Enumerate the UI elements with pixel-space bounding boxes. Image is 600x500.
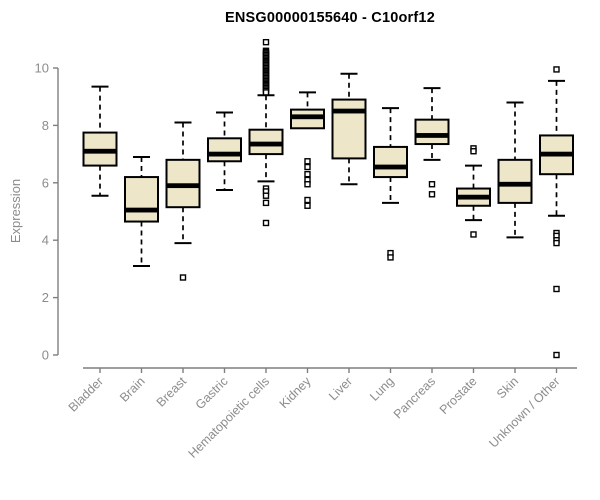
- x-category-label: Kidney: [277, 374, 314, 411]
- box-hematopoietic-cells: [248, 38, 284, 227]
- median-bar: [540, 151, 573, 157]
- x-category-label: Lung: [367, 374, 397, 404]
- iqr-box: [207, 137, 242, 163]
- outlier-point: [553, 66, 560, 73]
- outlier-point: [262, 192, 270, 199]
- x-category-label: Hematopoietic cells: [186, 374, 273, 461]
- x-category-label: Brain: [117, 374, 148, 405]
- outlier-point: [304, 170, 311, 178]
- x-category-label: Pancreas: [391, 374, 438, 421]
- outlier-point: [304, 163, 311, 171]
- median-bar: [374, 164, 407, 170]
- box-skin: [497, 101, 533, 239]
- iqr-box: [331, 98, 367, 160]
- x-category-label: Bladder: [66, 374, 106, 414]
- outlier-point: [262, 89, 270, 96]
- y-tick-label: 0: [42, 348, 49, 363]
- median-bar: [125, 207, 158, 213]
- outlier-point: [179, 274, 187, 281]
- outlier-point: [470, 231, 477, 238]
- iqr-box: [124, 176, 159, 223]
- outlier-point: [553, 239, 560, 247]
- median-bar: [457, 194, 490, 200]
- box-kidney: [290, 91, 325, 209]
- box-gastric: [207, 111, 242, 191]
- iqr-box: [497, 158, 533, 204]
- x-category-label: Gastric: [193, 374, 231, 412]
- box-breast: [165, 121, 201, 281]
- outlier-point: [428, 191, 436, 198]
- outlier-point: [553, 285, 560, 293]
- x-category-label: Liver: [326, 374, 355, 403]
- x-category-label: Unknown / Other: [486, 374, 562, 450]
- outlier-point: [470, 148, 477, 155]
- box-unknown-other: [539, 66, 574, 359]
- y-tick-label: 4: [42, 233, 49, 248]
- x-category-label: Prostate: [437, 374, 480, 417]
- median-bar: [415, 133, 449, 138]
- box-pancreas: [414, 87, 450, 198]
- outlier-point: [304, 196, 311, 204]
- median-bar: [249, 141, 283, 147]
- outlier-point: [262, 199, 270, 207]
- y-tick-label: 10: [35, 61, 49, 76]
- outlier-point: [304, 158, 311, 165]
- x-category-label: Breast: [154, 374, 190, 410]
- y-tick-label: 8: [42, 118, 49, 133]
- outlier-point: [553, 351, 560, 359]
- outlier-point: [304, 202, 311, 209]
- median-bar: [498, 181, 532, 187]
- median-bar: [208, 151, 241, 157]
- box-bladder: [82, 85, 118, 197]
- outlier-point: [428, 181, 436, 188]
- outlier-point: [387, 254, 394, 261]
- box-lung: [373, 107, 408, 261]
- iqr-box: [414, 118, 450, 146]
- y-tick-label: 6: [42, 175, 49, 190]
- outlier-point: [262, 219, 270, 227]
- outlier-point: [262, 38, 270, 46]
- median-bar: [166, 183, 200, 189]
- chart-title: ENSG00000155640 - C10orf12: [225, 10, 435, 26]
- box-brain: [124, 155, 159, 268]
- median-bar: [83, 148, 117, 154]
- box-liver: [331, 72, 367, 186]
- iqr-box: [373, 145, 408, 179]
- median-bar: [332, 108, 366, 114]
- x-category-label: Skin: [494, 374, 521, 401]
- median-bar: [291, 114, 324, 120]
- box-prostate: [456, 145, 491, 238]
- outlier-point: [304, 181, 311, 188]
- y-tick-label: 2: [42, 290, 49, 305]
